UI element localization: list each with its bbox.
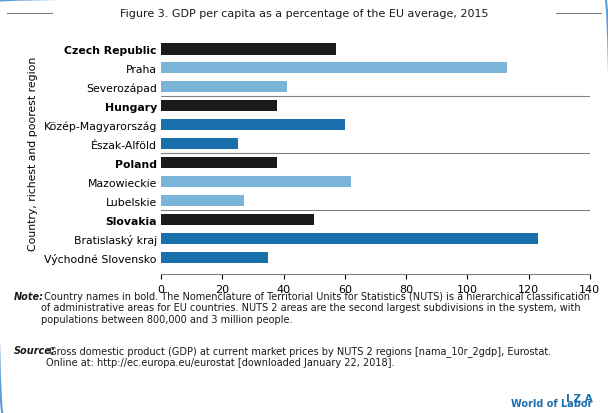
Text: Country names in bold. The Nomenclature of Territorial Units for Statistics (NUT: Country names in bold. The Nomenclature … xyxy=(41,291,590,324)
Bar xyxy=(161,233,537,245)
Text: Source:: Source: xyxy=(13,345,55,355)
Text: I Z A: I Z A xyxy=(566,393,593,403)
Text: World of Labor: World of Labor xyxy=(511,398,593,408)
Bar xyxy=(161,63,507,74)
Bar xyxy=(161,177,351,188)
Text: Gross domestic product (GDP) at current market prices by NUTS 2 regions [nama_10: Gross domestic product (GDP) at current … xyxy=(46,345,551,367)
Bar xyxy=(161,101,277,112)
Bar xyxy=(161,120,345,131)
Bar xyxy=(161,195,244,207)
Bar xyxy=(161,82,286,93)
Bar xyxy=(161,252,268,263)
Bar xyxy=(161,214,314,226)
Bar xyxy=(161,158,277,169)
Bar xyxy=(161,44,336,55)
Text: Figure 3. GDP per capita as a percentage of the EU average, 2015: Figure 3. GDP per capita as a percentage… xyxy=(120,9,488,19)
Text: Note:: Note: xyxy=(13,291,43,301)
Bar xyxy=(161,139,238,150)
Y-axis label: Country, richest and poorest region: Country, richest and poorest region xyxy=(28,57,38,251)
